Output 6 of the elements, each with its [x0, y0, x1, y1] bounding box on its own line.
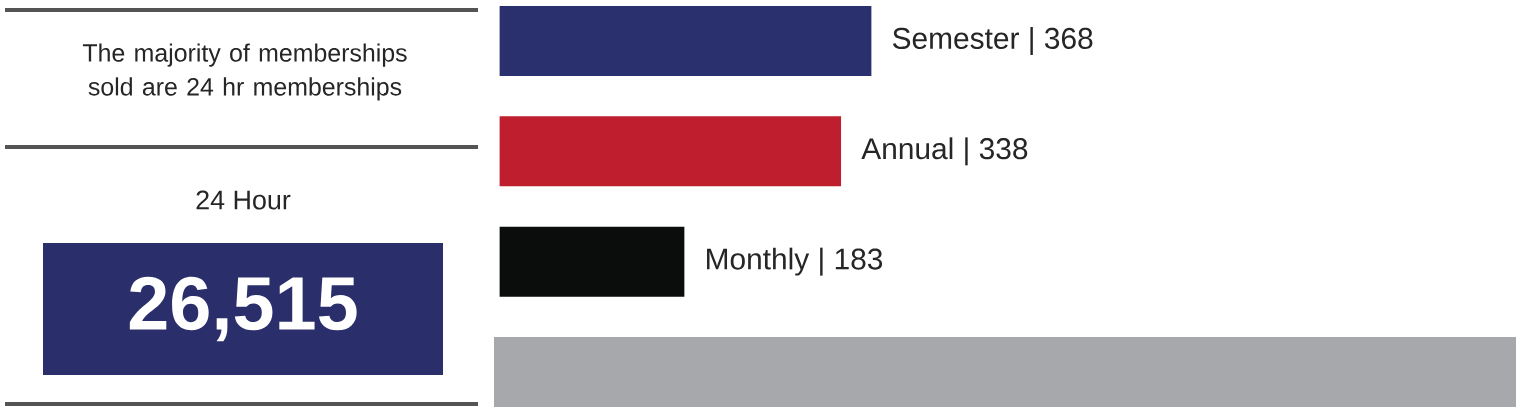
text: 24 Hour	[196, 190, 291, 210]
data-label: Annual | 338	[861, 137, 1028, 166]
data-label: Semester | 368	[892, 27, 1093, 55]
data-label: Monthly | 183	[707, 247, 883, 276]
text: The majority of memberships sold are 24 hr memberships	[82, 43, 407, 101]
text: 26,515	[129, 276, 357, 342]
